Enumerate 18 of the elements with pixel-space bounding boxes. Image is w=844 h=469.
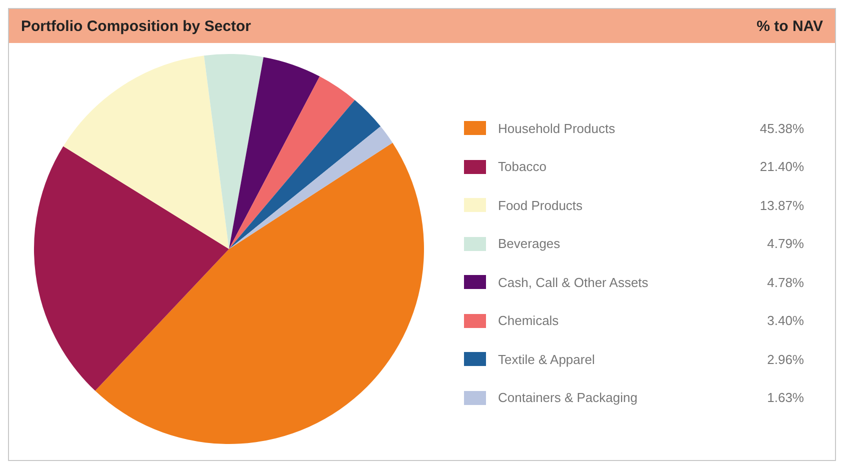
legend-label: Food Products: [498, 198, 584, 213]
data-label: 13.87%: [758, 198, 804, 213]
data-label: 21.40%: [758, 159, 804, 174]
legend-label: Beverages: [498, 236, 562, 252]
data-label: 4.78%: [766, 274, 804, 290]
legend-label: Chemicals: [498, 313, 560, 328]
legend-label: Tobacco: [498, 159, 548, 174]
data-label: 1.63%: [766, 390, 804, 406]
legend-label: Textile & Apparel: [498, 352, 596, 367]
data-label: 45.38%: [758, 120, 804, 136]
data-label: 3.40%: [766, 313, 804, 328]
data-label: 4.79%: [766, 236, 804, 252]
legend-label: Cash, Call & Other Assets: [498, 274, 650, 290]
legend-label: Household Products: [498, 120, 616, 136]
legend-label: Containers & Packaging: [498, 390, 638, 406]
legend-title: % to NAV: [756, 18, 823, 34]
data-label: 2.96%: [766, 352, 804, 367]
chart-title: Portfolio Composition by Sector: [21, 18, 252, 34]
